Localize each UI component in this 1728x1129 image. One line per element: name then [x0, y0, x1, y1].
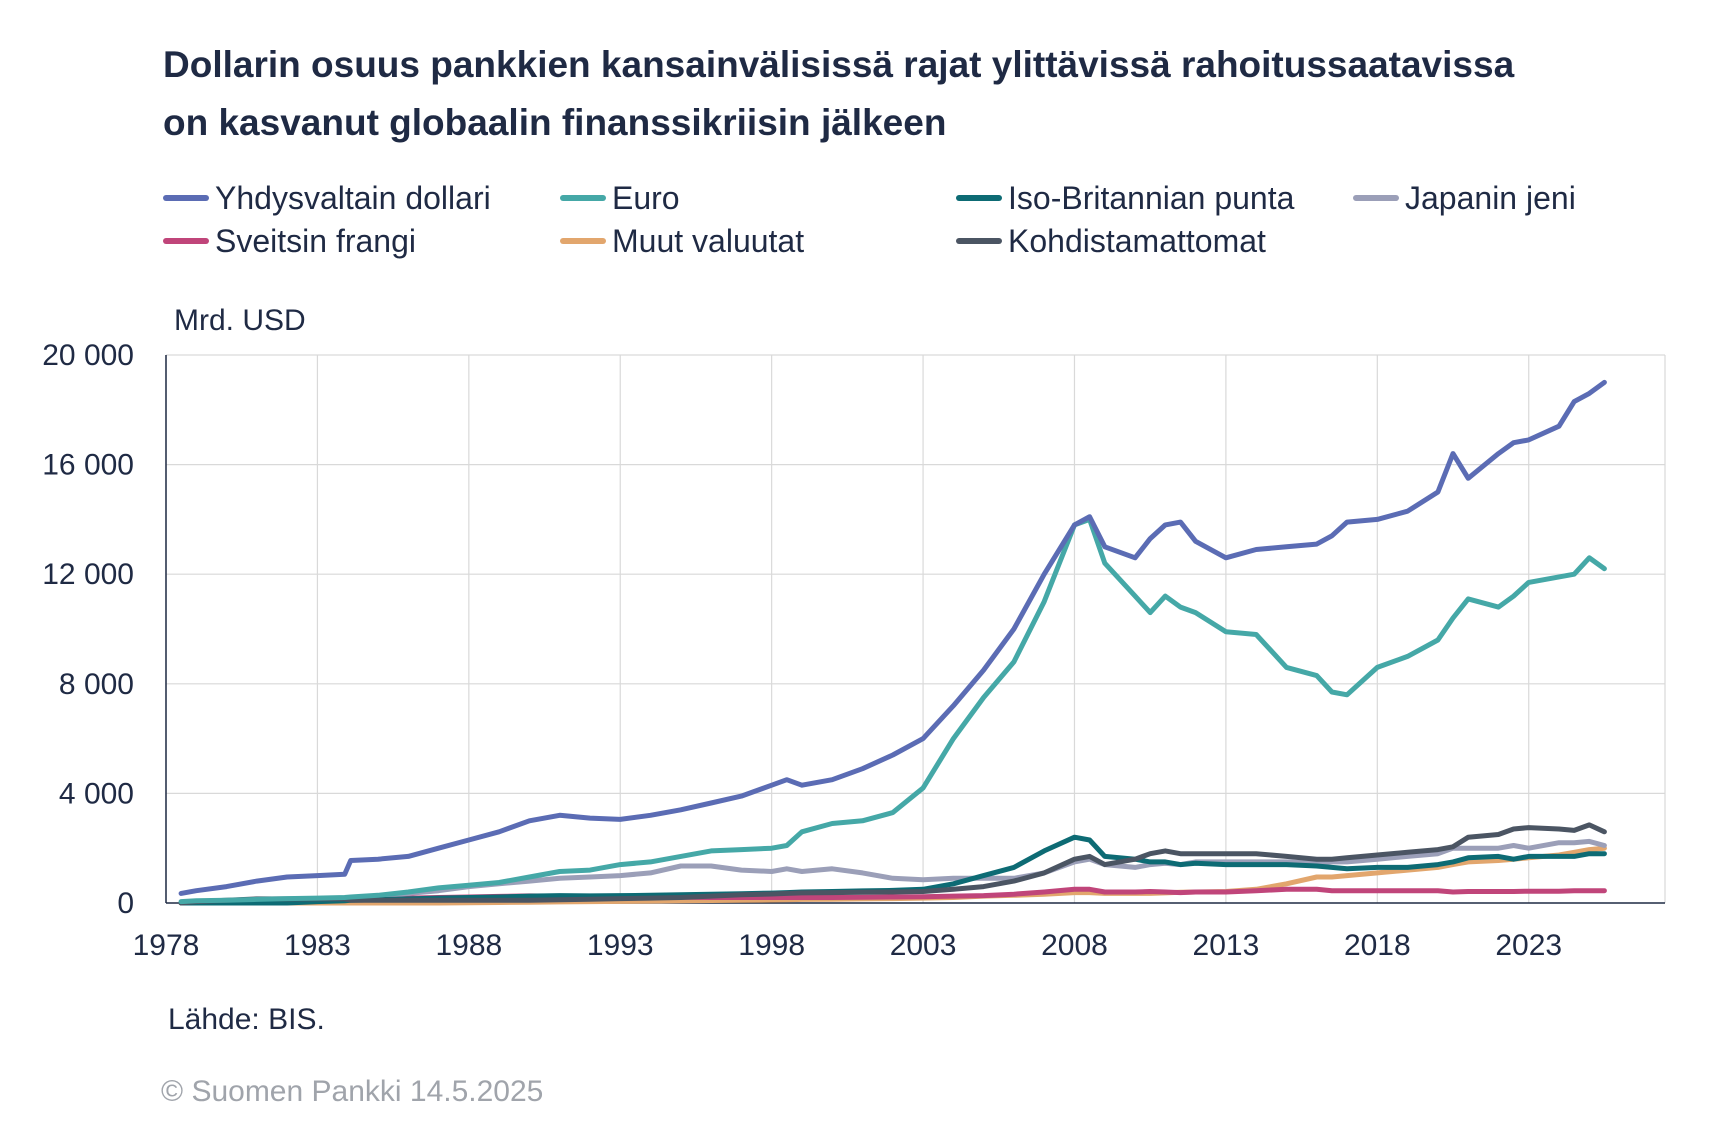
y-tick-label: 8 000	[59, 668, 134, 701]
y-tick-label: 12 000	[42, 558, 134, 591]
x-tick-label: 2018	[1344, 929, 1411, 962]
legend-swatch-usd	[163, 195, 209, 201]
x-tick-label: 2003	[890, 929, 957, 962]
x-tick-label: 1998	[738, 929, 805, 962]
x-tick-label: 2023	[1495, 929, 1562, 962]
legend-swatch-chf	[163, 238, 209, 244]
series-line-kohdistamattomat	[178, 822, 1607, 906]
legend-label-chf: Sveitsin frangi	[215, 222, 416, 259]
x-tick-label: 2013	[1193, 929, 1260, 962]
copyright-note: © Suomen Pankki 14.5.2025	[161, 1075, 544, 1108]
legend-swatch-other	[560, 238, 606, 244]
legend-item-jpy: Japanin jeni	[1353, 178, 1576, 218]
legend-swatch-eur	[560, 195, 606, 201]
chart-grid	[165, 354, 1666, 903]
legend-swatch-gbp	[956, 195, 1002, 201]
y-axis-unit-label: Mrd. USD	[174, 304, 306, 337]
chart-series	[178, 379, 1607, 906]
legend-item-other: Muut valuutat	[560, 221, 804, 261]
x-tick-label: 1993	[587, 929, 654, 962]
x-tick-label: 2008	[1041, 929, 1108, 962]
legend-label-eur: Euro	[612, 179, 680, 216]
x-tick-label: 1978	[133, 929, 200, 962]
chart-title-line2: on kasvanut globaalin finanssikriisin jä…	[163, 102, 947, 143]
legend-item-eur: Euro	[560, 178, 680, 218]
legend-label-other: Muut valuutat	[612, 222, 805, 259]
legend-label-usd: Yhdysvaltain dollari	[215, 179, 491, 216]
series-line-euro	[178, 516, 1607, 905]
legend-item-chf: Sveitsin frangi	[163, 221, 416, 261]
source-note: Lähde: BIS.	[168, 1003, 325, 1036]
chart-axes	[165, 355, 1665, 904]
chart-tick-labels: 0 4 000 8 000 12 000 16 000 20 000 1978 1983 198…	[42, 339, 1562, 962]
legend-label-unallocated: Kohdistamattomat	[1008, 222, 1266, 259]
series-line-yhdysvaltain-dollari	[178, 379, 1607, 896]
y-tick-label: 16 000	[42, 449, 134, 482]
x-tick-label: 1983	[284, 929, 351, 962]
legend-item-usd: Yhdysvaltain dollari	[163, 178, 491, 218]
y-tick-label: 0	[117, 887, 134, 920]
y-tick-label: 20 000	[42, 339, 134, 372]
y-tick-label: 4 000	[59, 777, 134, 810]
x-tick-label: 1988	[435, 929, 502, 962]
legend-label-jpy: Japanin jeni	[1405, 179, 1576, 216]
legend-item-unallocated: Kohdistamattomat	[956, 221, 1266, 261]
legend-label-gbp: Iso-Britannian punta	[1008, 179, 1295, 216]
legend-swatch-unallocated	[956, 238, 1002, 244]
chart-title: Dollarin osuus pankkien kansainvälisissä…	[163, 36, 1683, 152]
chart-title-line1: Dollarin osuus pankkien kansainvälisissä…	[163, 44, 1515, 85]
legend-swatch-jpy	[1353, 195, 1399, 201]
legend-item-gbp: Iso-Britannian punta	[956, 178, 1294, 218]
